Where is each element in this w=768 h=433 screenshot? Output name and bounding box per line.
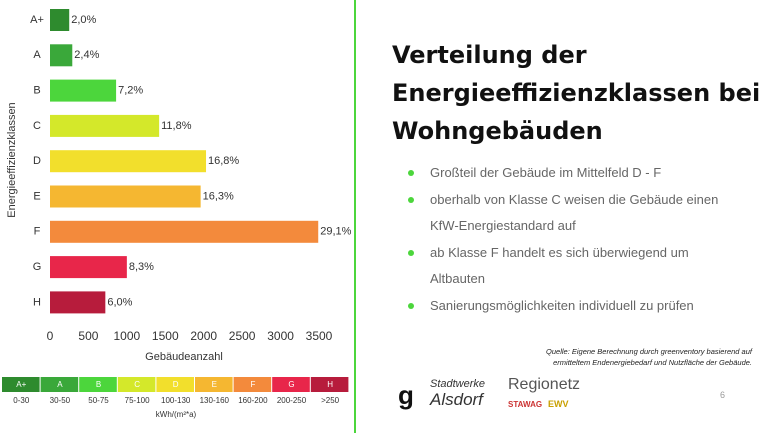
x-tick-label: 3500 [306, 329, 333, 343]
scale-box [195, 377, 233, 392]
scale-range: 0-30 [13, 396, 30, 405]
bar [50, 79, 117, 102]
y-tick-label: H [33, 296, 41, 308]
scale-range: 200-250 [277, 396, 307, 405]
scale-range: 160-200 [238, 396, 268, 405]
logo-stadtwerke: Stadtwerke [430, 378, 486, 390]
scale-box [40, 377, 79, 392]
x-tick-label: 3000 [267, 329, 294, 343]
logo-alsdorf: Alsdorf [430, 390, 483, 409]
value-label: 2,0% [71, 14, 96, 26]
scale-box [233, 377, 272, 392]
bar [50, 291, 106, 314]
logo-regionetz: Regionetz [508, 376, 581, 393]
x-tick-label: 0 [47, 329, 54, 343]
bar [50, 185, 201, 208]
bullet-list: Großteil der Gebäude im Mittelfeld D - F… [408, 160, 738, 319]
divider [354, 0, 356, 433]
value-label: 16,8% [208, 155, 239, 167]
scale-class: E [212, 380, 217, 389]
scale-range: 30-50 [50, 396, 71, 405]
title-line: Verteilung der [392, 41, 587, 69]
bar [50, 9, 70, 31]
scale-range: 75-100 [125, 396, 150, 405]
scale-class: B [96, 380, 101, 389]
scale-class: A+ [16, 380, 26, 389]
y-tick-label: D [33, 155, 41, 167]
bullet: Großteil der Gebäude im Mittelfeld D - F [408, 160, 738, 187]
y-tick-label: G [33, 261, 42, 273]
value-label: 6,0% [107, 296, 132, 308]
x-tick-label: 1500 [152, 329, 179, 343]
logo-g: g [398, 380, 414, 410]
x-tick-label: 2000 [190, 329, 217, 343]
scale-range: 130-160 [200, 396, 230, 405]
bar [50, 114, 160, 137]
x-tick-label: 500 [78, 329, 98, 343]
bullet: ab Klasse F handelt es sich überwiegend … [408, 240, 738, 293]
y-tick-label: C [33, 120, 41, 132]
scale-range: 50-75 [88, 396, 109, 405]
scale-range: >250 [321, 396, 340, 405]
value-label: 2,4% [74, 49, 99, 61]
title-line: Energieeffizienzklassen bei [392, 79, 761, 107]
text-panel: Verteilung der Energieeffizienzklassen b… [358, 0, 768, 433]
y-tick-label: B [33, 85, 40, 97]
y-tick-label: E [33, 190, 40, 202]
source-line: ermitteltem Endenergiebedarf und Nutzflä… [553, 358, 752, 367]
bar [50, 256, 127, 279]
value-label: 8,3% [129, 261, 154, 273]
bullet: Sanierungsmöglichkeiten individuell zu p… [408, 293, 738, 320]
scale-box [2, 377, 40, 392]
logo-stawag: STAWAG [508, 400, 543, 409]
chart: Energieeffizienzklassen Gebäudeanzahl kW… [2, 9, 352, 419]
bar [50, 150, 207, 173]
title-line: Wohngebäuden [392, 117, 603, 145]
bullet: oberhalb von Klasse C weisen die Gebäude… [408, 187, 738, 240]
y-tick-label: F [34, 226, 41, 238]
scale-class: F [250, 380, 255, 389]
scale-unit: kWh/(m²*a) [156, 410, 197, 419]
logo-ewv: EWV [548, 399, 569, 409]
bar [50, 44, 73, 67]
bar [50, 220, 319, 243]
y-axis-label: Energieeffizienzklassen [6, 102, 18, 217]
scale-class: C [134, 380, 140, 389]
value-label: 29,1% [320, 226, 351, 238]
x-tick-label: 2500 [229, 329, 256, 343]
scale-box [310, 377, 349, 392]
y-tick-label: A+ [30, 14, 44, 26]
page-number: 6 [720, 390, 726, 400]
value-label: 16,3% [203, 190, 234, 202]
scale-class: H [327, 380, 333, 389]
scale-class: D [173, 380, 179, 389]
source: Quelle: Eigene Berechnung durch greenven… [546, 346, 752, 368]
x-tick-label: 1000 [114, 329, 141, 343]
scale-range: 100-130 [161, 396, 191, 405]
scale-box [272, 377, 310, 392]
scale-box [117, 377, 156, 392]
scale-box [156, 377, 194, 392]
slide-title: Verteilung der Energieeffizienzklassen b… [392, 36, 760, 150]
x-axis-label: Gebäudeanzahl [145, 351, 223, 363]
y-tick-label: A [33, 49, 41, 61]
value-label: 11,8% [161, 120, 192, 132]
scale-class: G [288, 380, 294, 389]
scale-class: A [57, 380, 63, 389]
source-line: Quelle: Eigene Berechnung durch greenven… [546, 347, 752, 356]
scale-box [79, 377, 117, 392]
value-label: 7,2% [118, 85, 143, 97]
